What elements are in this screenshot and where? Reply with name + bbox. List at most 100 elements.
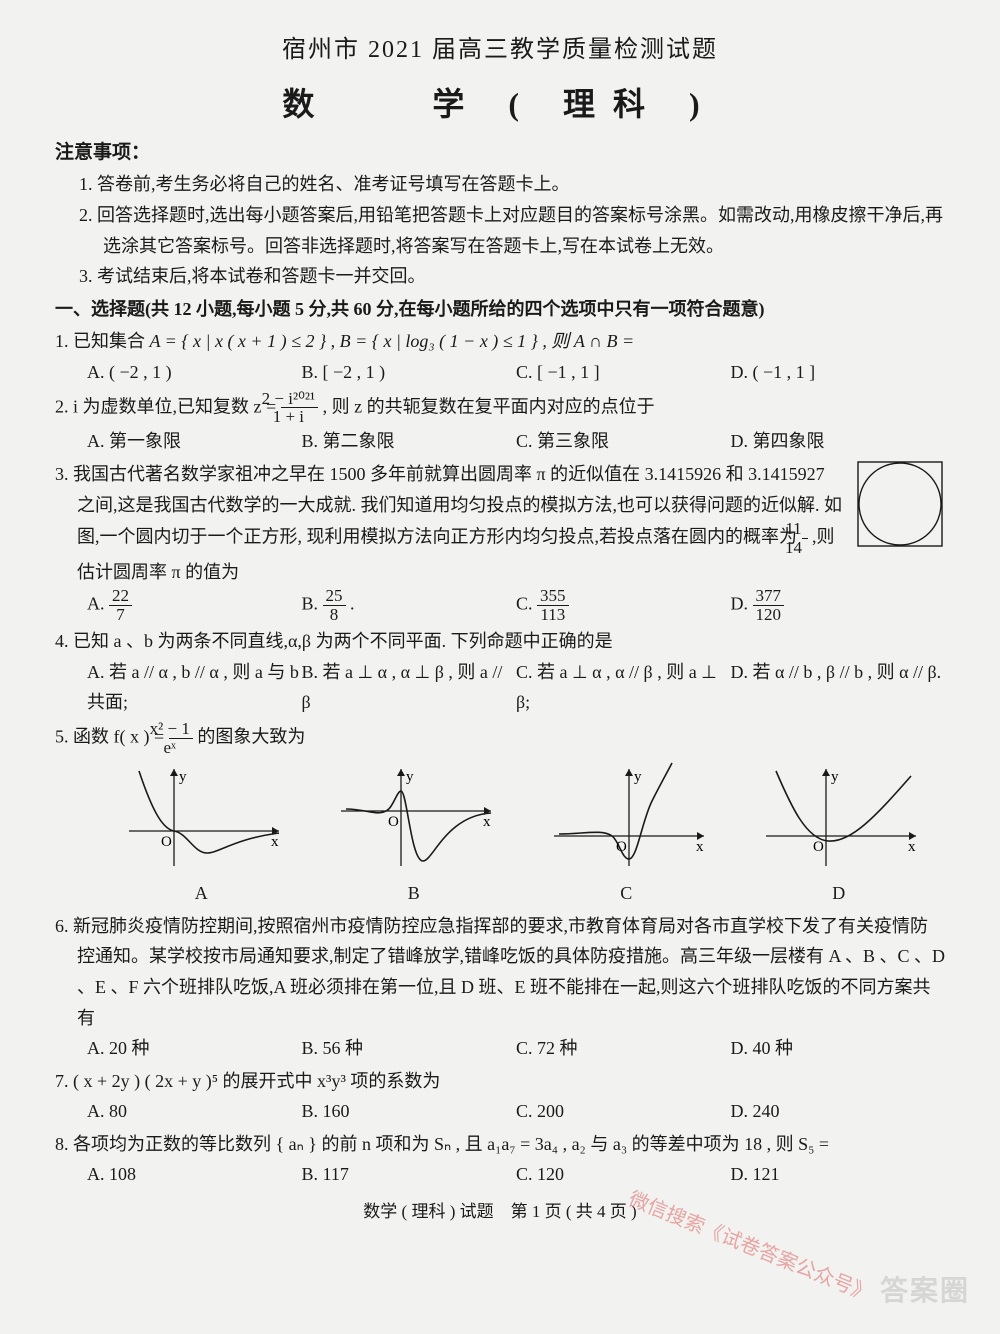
q3-d-frac: 377120 xyxy=(753,587,785,624)
question-6: 6. 新冠肺炎疫情防控期间,按照宿州市疫情防控应急指挥部的要求,市教育体育局对各… xyxy=(55,911,945,1064)
q3-c-den: 113 xyxy=(537,606,569,624)
notice-3: 3. 考试结束后,将本试卷和答题卡一并交回。 xyxy=(55,261,945,292)
q5-text-b: 的图象大致为 xyxy=(197,726,305,746)
q1-opt-c: C. [ −1 , 1 ] xyxy=(516,357,731,388)
q5-graph-c: y x O C xyxy=(544,761,709,909)
q1-math: A = { x | x ( x + 1 ) ≤ 2 } , B = { x | … xyxy=(150,331,635,351)
question-1: 1. 已知集合 A = { x | x ( x + 1 ) ≤ 2 } , B … xyxy=(55,326,945,387)
question-3: 3. 我国古代著名数学家祖冲之早在 1500 多年前就算出圆周率 π 的近似值在… xyxy=(55,459,945,624)
main-title: 宿州市 2021 届高三教学质量检测试题 xyxy=(55,30,945,71)
notice-heading: 注意事项： xyxy=(55,137,945,169)
q7-stem: 7. ( x + 2y ) ( 2x + y )⁵ 的展开式中 x³y³ 项的系… xyxy=(55,1066,945,1097)
q6-stem: 6. 新冠肺炎疫情防控期间,按照宿州市疫情防控应急指挥部的要求,市教育体育局对各… xyxy=(55,911,945,1033)
q5-graphs: y x O A y x O B xyxy=(55,761,945,909)
q2-frac-num: 2 − i²⁰²¹ xyxy=(281,390,318,409)
q1-stem: 1. 已知集合 A = { x | x ( x + 1 ) ≤ 2 } , B … xyxy=(55,326,945,357)
q4-opt-d: D. 若 α // b , β // b , 则 α // β. xyxy=(731,657,946,718)
q2-frac-den: 1 + i xyxy=(281,408,318,426)
q5-frac-num: x² − 1 xyxy=(169,720,193,739)
q3-opt-d: D. 377120 xyxy=(731,587,946,624)
q5-graph-d: y x O D xyxy=(756,761,921,909)
q3-c-frac: 355113 xyxy=(537,587,569,624)
q5-fraction: x² − 1 eˣ xyxy=(169,720,193,757)
q2-opt-c: C. 第三象限 xyxy=(516,426,731,457)
notice-1: 1. 答卷前,考生务必将自己的姓名、准考证号填写在答题卡上。 xyxy=(55,169,945,200)
q2-opt-b: B. 第二象限 xyxy=(302,426,517,457)
q8-options: A. 108 B. 117 C. 120 D. 121 xyxy=(55,1159,945,1190)
q3-b-den: 8 xyxy=(323,606,346,624)
axis-y-label: y xyxy=(831,769,839,785)
q7-options: A. 80 B. 160 C. 200 D. 240 xyxy=(55,1096,945,1127)
corner-mark: 答案圈 xyxy=(880,1268,970,1316)
q1-opt-a: A. ( −2 , 1 ) xyxy=(87,357,302,388)
q1-opt-d: D. ( −1 , 1 ] xyxy=(731,357,946,388)
q3-fraction: 11 14 xyxy=(802,520,808,557)
q3-b-num: 25 xyxy=(323,587,346,606)
origin-label: O xyxy=(161,834,172,850)
q8-stem: 8. 各项均为正数的等比数列 { aₙ } 的前 n 项和为 Sₙ , 且 a₁… xyxy=(55,1129,945,1160)
q3-a-frac: 227 xyxy=(109,587,132,624)
axis-x-label: x xyxy=(271,834,279,850)
axis-y-label: y xyxy=(634,769,642,785)
circle-in-square-icon xyxy=(855,459,945,549)
q3-text-a: 3. 我国古代著名数学家祖冲之早在 1500 多年前就算出圆周率 π 的近似值在… xyxy=(55,464,842,547)
q2-options: A. 第一象限 B. 第二象限 C. 第三象限 D. 第四象限 xyxy=(55,426,945,457)
origin-label: O xyxy=(388,814,399,830)
curve-a-icon: y x O xyxy=(119,761,284,871)
q7-opt-b: B. 160 xyxy=(302,1096,517,1127)
q2-text-b: , 则 z 的共轭复数在复平面内对应的点位于 xyxy=(323,396,655,416)
q2-opt-d: D. 第四象限 xyxy=(731,426,946,457)
q5-graph-a: y x O A xyxy=(119,761,284,909)
q5-stem: 5. 函数 f( x ) = x² − 1 eˣ 的图象大致为 xyxy=(55,720,945,757)
q3-c-label: C. xyxy=(516,594,537,614)
q5-graph-a-label: A xyxy=(119,878,284,909)
q3-options: A. 227 B. 258 . C. 355113 D. 377120 xyxy=(55,587,945,624)
q6-opt-c: C. 72 种 xyxy=(516,1033,731,1064)
q3-b-frac: 258 xyxy=(323,587,346,624)
q2-opt-a: A. 第一象限 xyxy=(87,426,302,457)
q5-graph-b-label: B xyxy=(331,878,496,909)
page-footer: 数学 ( 理科 ) 试题 第 1 页 ( 共 4 页 ) xyxy=(55,1198,945,1227)
q7-opt-d: D. 240 xyxy=(731,1096,946,1127)
q3-a-num: 22 xyxy=(109,587,132,606)
axis-x-label: x xyxy=(483,814,491,830)
q3-a-label: A. xyxy=(87,594,109,614)
q3-c-num: 355 xyxy=(537,587,569,606)
q1-options: A. ( −2 , 1 ) B. [ −2 , 1 ) C. [ −1 , 1 … xyxy=(55,357,945,388)
q8-opt-a: A. 108 xyxy=(87,1159,302,1190)
q3-a-den: 7 xyxy=(109,606,132,624)
origin-label: O xyxy=(616,839,627,855)
q5-graph-c-label: C xyxy=(544,878,709,909)
axis-x-label: x xyxy=(696,839,704,855)
q2-fraction: 2 − i²⁰²¹ 1 + i xyxy=(281,390,318,427)
q3-figure xyxy=(855,459,945,559)
q4-options: A. 若 a // α , b // α , 则 a 与 b 共面; B. 若 … xyxy=(55,657,945,718)
question-4: 4. 已知 a 、b 为两条不同直线,α,β 为两个不同平面. 下列命题中正确的… xyxy=(55,626,945,718)
q7-opt-c: C. 200 xyxy=(516,1096,731,1127)
q3-opt-b: B. 258 . xyxy=(302,587,517,624)
q3-d-den: 120 xyxy=(753,606,785,624)
q5-graph-d-label: D xyxy=(756,878,921,909)
q3-b-suffix: . xyxy=(350,594,355,614)
q7-opt-a: A. 80 xyxy=(87,1096,302,1127)
q1-text-a: 1. 已知集合 xyxy=(55,331,150,351)
q6-opt-b: B. 56 种 xyxy=(302,1033,517,1064)
curve-d-icon: y x O xyxy=(756,761,921,871)
axis-x-label: x xyxy=(908,839,916,855)
axis-y-label: y xyxy=(179,769,187,785)
exam-page: 宿州市 2021 届高三教学质量检测试题 数 学 ( 理科 ) 注意事项： 1.… xyxy=(0,0,1000,1334)
q5-graph-b: y x O B xyxy=(331,761,496,909)
q2-stem: 2. i 为虚数单位,已知复数 z = 2 − i²⁰²¹ 1 + i , 则 … xyxy=(55,390,945,427)
q1-opt-b: B. [ −2 , 1 ) xyxy=(302,357,517,388)
sub-title: 数 学 ( 理科 ) xyxy=(55,77,945,131)
curve-c-icon: y x O xyxy=(544,761,709,871)
q3-opt-c: C. 355113 xyxy=(516,587,731,624)
question-2: 2. i 为虚数单位,已知复数 z = 2 − i²⁰²¹ 1 + i , 则 … xyxy=(55,390,945,457)
q2-text-a: 2. i 为虚数单位,已知复数 z = xyxy=(55,396,281,416)
q3-frac-num: 11 xyxy=(802,520,808,539)
question-7: 7. ( x + 2y ) ( 2x + y )⁵ 的展开式中 x³y³ 项的系… xyxy=(55,1066,945,1127)
q3-frac-den: 14 xyxy=(802,539,808,557)
q8-opt-c: C. 120 xyxy=(516,1159,731,1190)
origin-label: O xyxy=(813,839,824,855)
notice-2: 2. 回答选择题时,选出每小题答案后,用铅笔把答题卡上对应题目的答案标号涂黑。如… xyxy=(55,200,945,261)
